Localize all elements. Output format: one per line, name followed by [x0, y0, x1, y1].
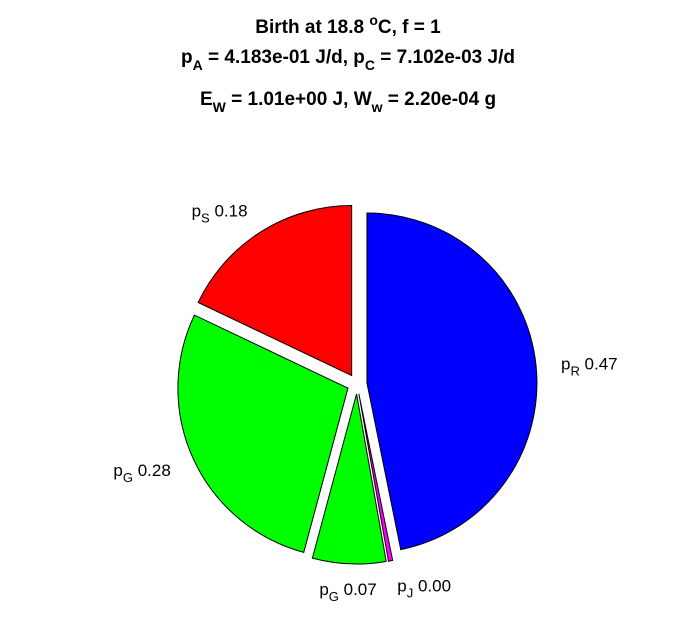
title-line-2: pA = 4.183e-01 J/d, pC = 7.102e-03 J/d — [181, 47, 515, 73]
title-line-3: EW = 1.01e+00 J, Ww = 2.20e-04 g — [200, 89, 496, 115]
pie-slice-pJ-1 — [358, 393, 394, 562]
pie-slice-pG-3 — [177, 314, 349, 553]
pie-label-pR-0: pR 0.47 — [561, 355, 618, 379]
pie-label-pS-4: pS 0.18 — [192, 202, 248, 226]
pie-labels: pR 0.47 pJ 0.00 pG 0.07 pG 0.28 pS 0.18 — [113, 202, 617, 604]
pie-slices — [177, 205, 538, 565]
pie-label-pJ-1: pJ 0.00 — [397, 576, 451, 600]
pie-slice-pG-2 — [311, 393, 387, 565]
pie-slice-pR-0 — [366, 212, 538, 551]
title-line-1: Birth at 18.8 oC, f = 1 — [255, 12, 441, 38]
pie-label-pG-3: pG 0.28 — [113, 461, 170, 485]
pie-slice-pS-4 — [197, 205, 353, 377]
pie-label-pG-2: pG 0.07 — [319, 580, 376, 604]
